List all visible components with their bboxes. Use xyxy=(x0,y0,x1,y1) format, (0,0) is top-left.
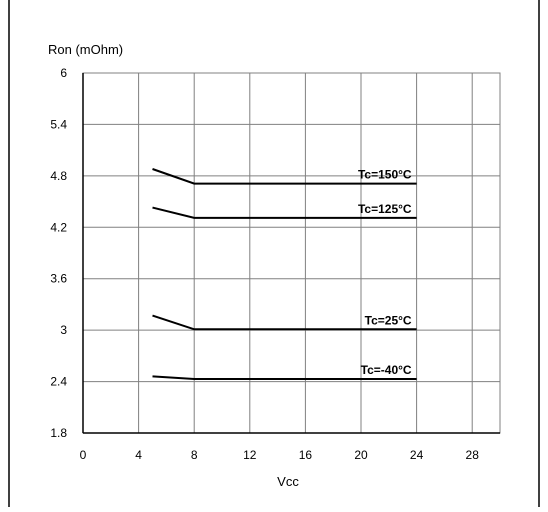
x-axis-title: Vcc xyxy=(277,474,299,489)
grid-layer xyxy=(83,72,500,433)
series-label: Tc=-40°C xyxy=(361,363,412,377)
y-tick-label: 4.8 xyxy=(50,169,67,183)
y-tick-label: 5.4 xyxy=(50,117,67,131)
y-tick-label: 4.2 xyxy=(50,220,67,234)
series-line xyxy=(152,375,417,380)
y-axis-title: Ron (mOhm) xyxy=(48,42,123,57)
tick-labels: 0 4 8 12 16 20 24 28 1.8 2.4 3 3.6 4.2 4.8 5.4 6 xyxy=(50,66,479,462)
y-tick-label: 2.4 xyxy=(50,375,67,389)
x-tick-label: 12 xyxy=(243,448,257,462)
series-line xyxy=(152,206,417,219)
series-line xyxy=(152,314,417,331)
series-layer xyxy=(152,168,417,380)
plot-frame xyxy=(82,72,501,434)
series-line xyxy=(152,168,417,185)
x-tick-label: 0 xyxy=(80,448,87,462)
y-tick-label: 1.8 xyxy=(50,426,67,440)
y-tick-label: 6 xyxy=(60,66,67,80)
y-tick-label: 3.6 xyxy=(50,272,67,286)
series-labels: Tc=150°C Tc=125°C Tc=25°C Tc=-40°C xyxy=(358,168,412,377)
x-tick-label: 20 xyxy=(354,448,368,462)
x-tick-label: 16 xyxy=(299,448,313,462)
x-tick-label: 24 xyxy=(410,448,424,462)
series-label: Tc=150°C xyxy=(358,168,412,182)
series-label: Tc=125°C xyxy=(358,202,412,216)
series-label: Tc=25°C xyxy=(365,313,412,327)
x-tick-label: 8 xyxy=(191,448,198,462)
x-tick-label: 4 xyxy=(135,448,142,462)
x-tick-label: 28 xyxy=(466,448,480,462)
y-tick-label: 3 xyxy=(60,323,67,337)
